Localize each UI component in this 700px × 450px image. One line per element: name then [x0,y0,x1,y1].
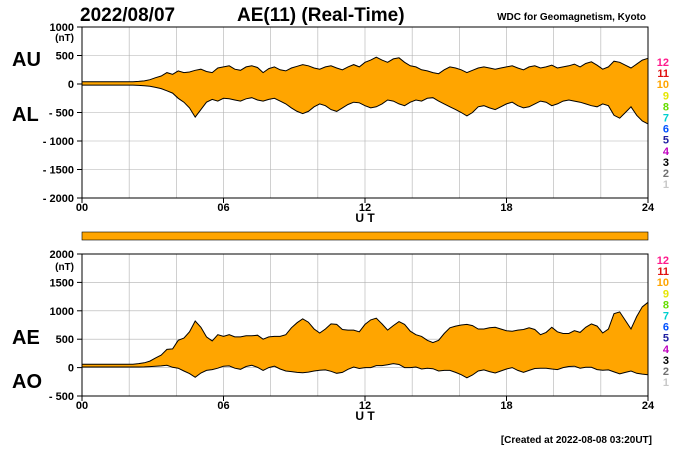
y-tick-label: - 500 [49,391,74,403]
station-legend-item: 4 [663,146,670,158]
station-legend-item: 6 [663,322,669,334]
series-label-ae: AE [12,327,40,349]
chart-panel-1: 1000 500 0 - 500 - 1000 - 1500 - 2000 (nT) 00 06 1… [12,22,670,225]
x-tick-label: 18 [500,400,512,412]
station-legend-item: 12 [657,57,669,69]
y-tick-label: - 1500 [43,165,74,177]
station-legend-item: 3 [663,355,669,367]
station-legend-item: 6 [663,124,669,136]
x-tick-label: 12 [359,202,371,214]
y-tick-label: 1000 [50,306,74,318]
y-tick-label: - 2000 [43,193,74,205]
station-legend-item: 2 [663,168,669,180]
station-legend-item: 10 [657,277,669,289]
station-legend-item: 4 [663,344,670,356]
station-legend-item: 9 [663,288,669,300]
station-legend-item: 7 [663,113,669,125]
station-legend-item: 12 [657,255,669,267]
series-area-au-al [82,57,648,124]
created-footnote: [Created at 2022-08-08 03:20UT] [501,435,652,446]
station-legend-item: 8 [663,299,669,311]
y-unit-label: (nT) [55,262,74,273]
date-title: 2022/08/07 [80,5,175,26]
station-legend-item: 8 [663,101,669,113]
station-legend-item: 10 [657,79,669,91]
station-legend-item: 11 [657,68,669,80]
station-legend-item: 5 [663,333,669,345]
x-tick-label: 06 [217,202,229,214]
y-tick-label: - 1000 [43,136,74,148]
index-title: AE(11) (Real-Time) [237,5,405,26]
series-line-ae [82,301,649,365]
y-tick-label: - 500 [49,108,74,120]
station-legend-item: 7 [663,311,669,323]
series-line-ao [82,363,649,379]
station-legend-item: 2 [663,366,669,378]
series-line-al [82,84,649,125]
x-axis-label: U T [355,409,375,423]
y-tick-label: 2000 [50,249,74,261]
separator-bar [81,231,649,241]
series-label-al: AL [12,104,39,126]
series-line-au [82,56,649,83]
station-legend-item: 1 [663,377,669,389]
source-label: WDC for Geomagnetism, Kyoto [497,12,646,23]
x-tick-label: 12 [359,400,371,412]
x-axis-label: U T [355,211,375,225]
series-label-au: AU [12,49,41,71]
y-tick-label: 1500 [50,277,74,289]
station-legend-item: 3 [663,157,669,169]
x-tick-label: 06 [217,400,229,412]
y-tick-label: 0 [68,79,74,91]
y-tick-label: 0 [68,363,74,375]
series-area-ae-ao [82,302,648,378]
x-tick-label: 00 [76,202,88,214]
x-tick-label: 24 [642,400,655,412]
station-legend-item: 5 [663,135,669,147]
x-tick-label: 18 [500,202,512,214]
y-tick-label: 1000 [50,22,74,34]
station-legend-item: 1 [663,179,669,191]
y-unit-label: (nT) [55,33,74,44]
y-tick-label: 500 [56,334,74,346]
series-label-ao: AO [12,371,42,393]
y-tick-label: 500 [56,51,74,63]
x-tick-label: 24 [642,202,655,214]
station-legend-item: 9 [663,90,669,102]
station-legend-item: 11 [657,266,669,278]
x-tick-label: 00 [76,400,88,412]
